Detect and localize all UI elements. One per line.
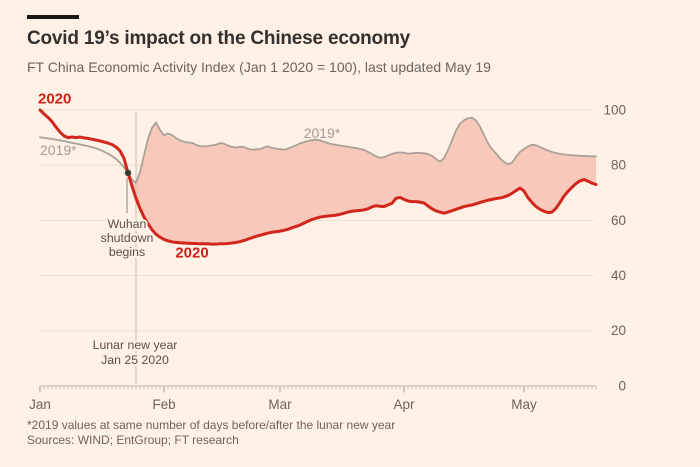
chart-title: Covid 19’s impact on the Chinese economy [27, 28, 411, 49]
month-label-Jan: Jan [29, 397, 51, 412]
chart-footnote: *2019 values at same number of days befo… [27, 418, 396, 432]
lunar-annotation-text: Jan 25 2020 [101, 353, 169, 367]
series-2019-line [39, 116, 597, 184]
wuhan-annotation-text: begins [109, 245, 145, 259]
month-label-May: May [511, 397, 537, 412]
month-label-Mar: Mar [268, 397, 292, 412]
series-label-2019-2: 2019* [304, 125, 341, 141]
chart-subtitle: FT China Economic Activity Index (Jan 1 … [27, 59, 491, 75]
y-axis-label-80: 80 [611, 158, 626, 173]
area-fill-between-series [128, 117, 596, 245]
y-axis-label-100: 100 [603, 103, 626, 118]
y-axis-label-60: 60 [611, 213, 626, 228]
lunar-annotation-text: Lunar new year [93, 338, 178, 352]
y-axis-label-40: 40 [611, 268, 626, 283]
y-axis-label-0: 0 [618, 378, 626, 393]
series-label-2020-0: 2020 [38, 91, 71, 108]
wuhan-annotation-text: Wuhan [108, 217, 147, 231]
series-2020-line [38, 108, 598, 246]
series-label-2020-3: 2020 [175, 244, 208, 261]
wuhan-dot-marker [124, 169, 132, 177]
month-label-Feb: Feb [152, 397, 175, 412]
ft-top-rule [27, 15, 79, 19]
y-axis-label-20: 20 [611, 323, 626, 338]
month-label-Apr: Apr [393, 397, 415, 412]
wuhan-annotation-text: shutdown [101, 231, 154, 245]
series-label-2019-1: 2019* [40, 142, 77, 158]
chart-sources: Sources: WIND; EntGroup; FT research [27, 433, 239, 447]
